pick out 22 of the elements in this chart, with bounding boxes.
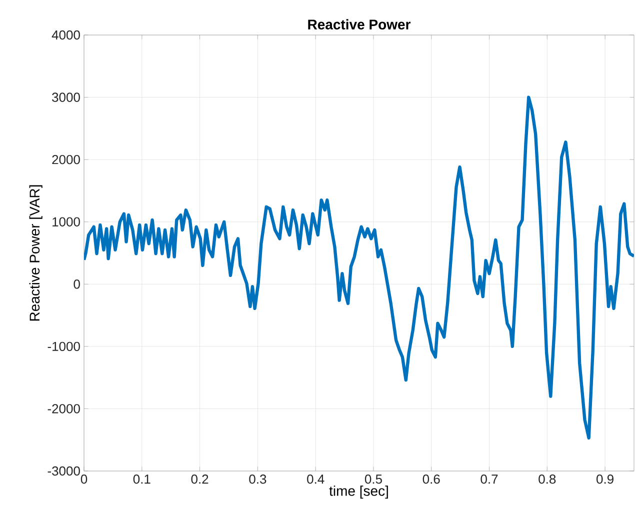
x-axis-title: time [sec]	[329, 486, 388, 499]
line-series	[84, 96, 634, 440]
x-tick-label: 0.8	[538, 474, 556, 484]
chart-title: Reactive Power	[308, 19, 411, 30]
x-tick-label: 0.6	[422, 474, 440, 484]
x-tick-label: 0.1	[133, 474, 150, 484]
y-tick-label: 4000	[52, 30, 80, 40]
y-tick-label: -3000	[48, 466, 80, 476]
x-tick-label: 0.3	[249, 474, 266, 484]
x-tick-label: 0.7	[480, 474, 498, 484]
y-tick-label: -1000	[48, 342, 80, 352]
y-tick-label: 1000	[52, 217, 80, 226]
y-axis-title: Reactive Power [VAR]	[29, 185, 42, 321]
x-tick-label: 0	[80, 474, 88, 484]
y-tick-label: 2000	[52, 154, 80, 164]
y-tick-label: 0	[74, 280, 80, 289]
x-tick-label: 0.5	[364, 474, 382, 484]
x-tick-label: 0.9	[596, 474, 614, 484]
x-tick-label: 0.2	[191, 474, 208, 484]
y-tick-label: -2000	[48, 404, 80, 414]
x-tick-label: 0.4	[307, 474, 324, 484]
y-tick-label: 3000	[52, 92, 80, 102]
